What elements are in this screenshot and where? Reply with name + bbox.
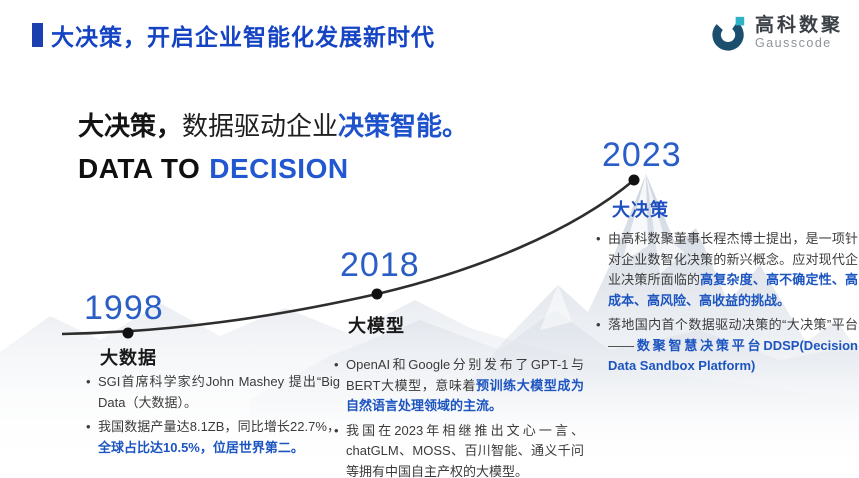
bullet-item: • OpenAI和Google分别发布了GPT-1与BERT大模型，意味着预训练…: [334, 355, 584, 417]
hero-seg-1: 大决策，: [78, 111, 183, 141]
logo-name-cn: 高科数聚: [754, 14, 843, 36]
bullet-marker: •: [596, 317, 601, 333]
bullet-segment-highlight: 数聚智慧决策平台DDSP(Decision Data Sandbox Platf…: [608, 337, 858, 374]
bullet-segment: 落地国内首个数据驱动决策的“大决策”平台——: [608, 317, 858, 353]
header-bar: 大决策，开启企业智能化发展新时代: [32, 18, 435, 52]
bullet-marker: •: [596, 231, 601, 246]
hero-line-en: DATA TO DECISION: [78, 153, 468, 185]
milestone-title-bigmodel: 大模型: [348, 316, 405, 336]
bullet-item: • 我国数据产量达8.1ZB，同比增长22.7%， 全球占比达10.5%，位居世界…: [86, 417, 340, 458]
bullet-item: • SGI首席科学家约John Mashey 提出“Big Data（大数据）。: [86, 372, 340, 413]
bullet-marker: •: [334, 422, 339, 438]
logo-name-en: Gausscode: [754, 35, 832, 50]
hero-seg-2: 数据驱动企业: [182, 111, 339, 141]
bullet-text: OpenAI和Google分别发布了GPT-1与BERT大模型，意味着预训练大模…: [346, 355, 584, 417]
bullet-segment: SGI首席科学家约John Mashey 提出“Big Data（大数据）。: [98, 374, 340, 410]
bullet-text: 由高科数聚董事长程杰博士提出，是一项针对企业数智化决策的新兴概念。应对现代企业决…: [608, 229, 858, 311]
bullet-marker: •: [86, 419, 91, 435]
bullet-text: 我国数据产量达8.1ZB，同比增长22.7%， 全球占比达10.5%，位居世界第二…: [98, 417, 340, 458]
milestone-title-bigdecision: 大决策: [612, 200, 669, 220]
bullet-segment: 我国数据产量达8.1ZB，同比增长22.7%，: [98, 419, 340, 435]
hero-line-cn: 大决策，数据驱动企业决策智能。: [78, 110, 468, 144]
bullet-item: • 落地国内首个数据驱动决策的“大决策”平台——数聚智慧决策平台DDSP(Dec…: [596, 315, 858, 377]
bullet-segment-highlight: 高复杂度、高不确定性、高成本、高风险、高收益的挑战。: [608, 272, 858, 308]
bullet-segment: 由高科数聚董事长程杰博士提出，是一项针对企业数智化决策的新兴概念。应对现代企业决…: [608, 231, 858, 288]
hero-sub-1: DATA TO: [78, 152, 201, 184]
timeline-point-dot-2023: [628, 174, 640, 186]
milestone-bullets-1998: • SGI首席科学家约John Mashey 提出“Big Data（大数据）。…: [86, 372, 340, 462]
bullet-marker: •: [86, 374, 91, 389]
milestone-year-1998: 1998: [84, 289, 164, 327]
bullet-marker: •: [334, 357, 339, 372]
hero-headline: 大决策，数据驱动企业决策智能。 DATA TO DECISION: [78, 110, 468, 185]
bullet-segment-highlight: 预训练大模型成为自然语言处理领域的主流。: [346, 377, 584, 414]
bullet-segment: 我国在2023年相继推出文心一言、chatGLM、MOSS、百川智能、通义千问等…: [346, 422, 584, 478]
milestone-year-2018: 2018: [340, 246, 420, 284]
bullet-item: • 由高科数聚董事长程杰博士提出，是一项针对企业数智化决策的新兴概念。应对现代企…: [596, 229, 858, 311]
milestone-year-2023: 2023: [602, 136, 682, 174]
logo-text: 高科数聚 Gausscode: [754, 14, 843, 51]
bullet-segment-highlight: 全球占比达10.5%，位居世界第二。: [98, 439, 304, 455]
hero-seg-3: 决策智能。: [338, 111, 469, 141]
timeline-point-dot-1998: [122, 327, 134, 339]
milestone-bullets-2023: • 由高科数聚董事长程杰博士提出，是一项针对企业数智化决策的新兴概念。应对现代企…: [596, 229, 858, 381]
bullet-item: • 我国在2023年相继推出文心一言、chatGLM、MOSS、百川智能、通义千…: [334, 421, 584, 478]
company-logo: 高科数聚 Gausscode: [710, 14, 843, 52]
bullet-text: 落地国内首个数据驱动决策的“大决策”平台——数聚智慧决策平台DDSP(Decis…: [608, 315, 858, 377]
hero-sub-2: DECISION: [209, 152, 349, 184]
bullet-text: 我国在2023年相继推出文心一言、chatGLM、MOSS、百川智能、通义千问等…: [346, 421, 584, 478]
milestone-title-bigdata: 大数据: [100, 348, 157, 368]
milestone-bullets-2018: • OpenAI和Google分别发布了GPT-1与BERT大模型，意味着预训练…: [334, 355, 584, 478]
bullet-segment: OpenAI和Google分别发布了GPT-1与BERT大模型，意味着: [346, 357, 584, 393]
page-title: 大决策，开启企业智能化发展新时代: [51, 24, 435, 50]
timeline-point-dot-2018: [371, 288, 383, 300]
title-accent-square: [32, 23, 43, 47]
gausscode-logo-icon: [712, 16, 745, 51]
bullet-text: SGI首席科学家约John Mashey 提出“Big Data（大数据）。: [98, 372, 340, 413]
